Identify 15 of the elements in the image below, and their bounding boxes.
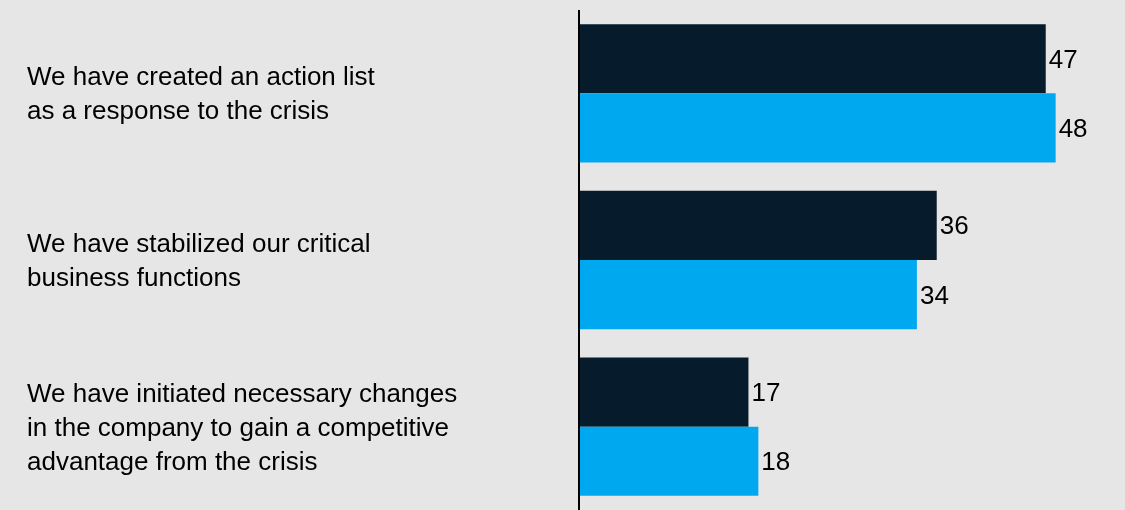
bar [580, 190, 937, 260]
data-label: 48 [1058, 112, 1088, 143]
data-label: 34 [919, 279, 949, 310]
bar [580, 260, 917, 330]
data-label: 36 [939, 210, 969, 241]
y-tick-label: We have stabilized our critical business functions [27, 228, 371, 292]
data-label: 17 [751, 377, 781, 408]
data-label: 18 [761, 446, 791, 477]
bar [580, 24, 1046, 94]
bar [580, 357, 749, 427]
bar [580, 426, 759, 496]
y-tick-label: We have created an action list as a response to the crisis [27, 61, 376, 125]
bar [580, 93, 1056, 163]
y-tick-label: We have initiated necessary changes in the company to gain a competitive advantage from the crisis [27, 378, 458, 476]
data-label: 47 [1048, 43, 1078, 74]
